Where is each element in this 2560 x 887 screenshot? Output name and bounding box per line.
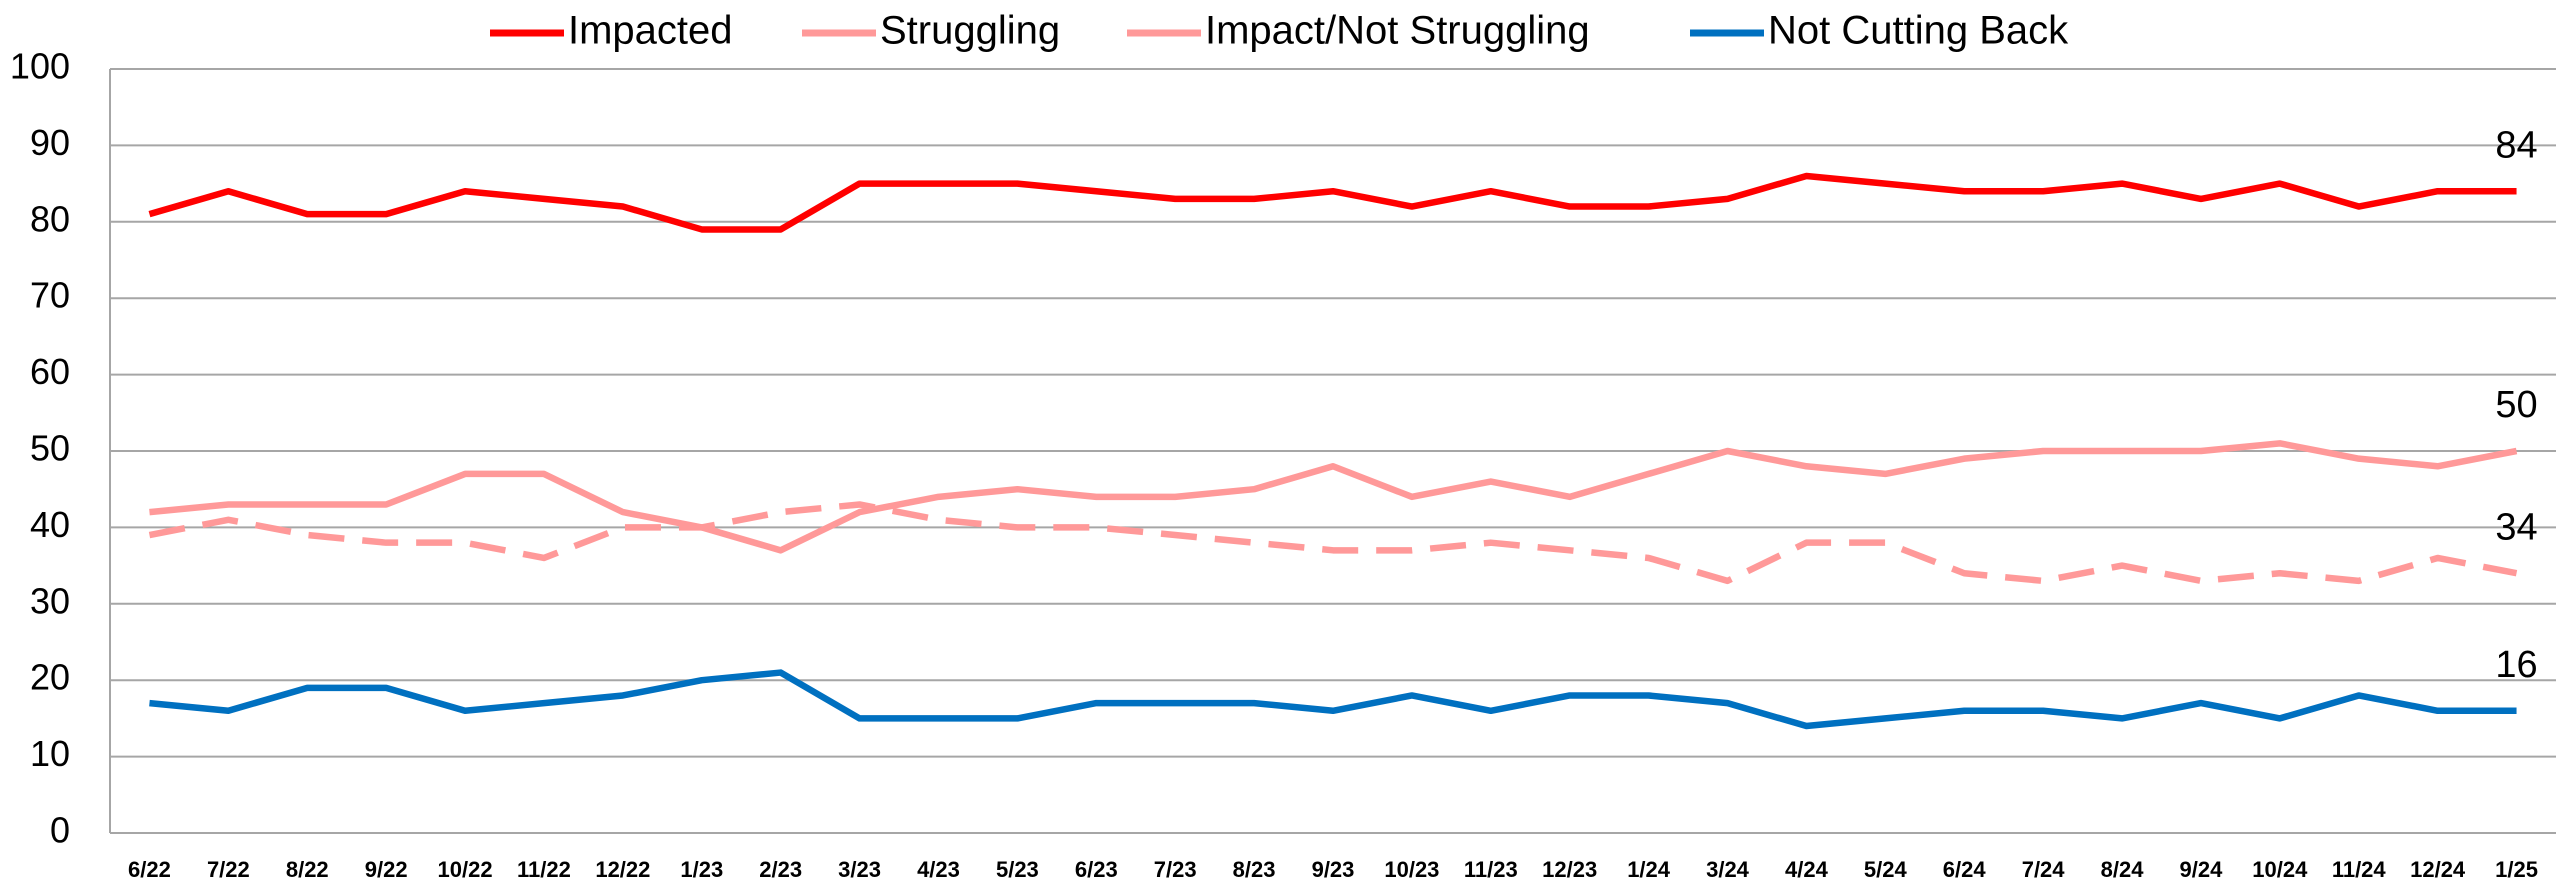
y-tick-label: 90 — [30, 122, 70, 163]
data-label: 34 — [2495, 506, 2537, 548]
data-label: 84 — [2495, 124, 2537, 166]
x-tick-label: 6/23 — [1075, 857, 1118, 882]
x-tick-label: 11/24 — [2332, 857, 2387, 882]
y-tick-label: 10 — [30, 733, 70, 774]
x-tick-label: 9/23 — [1312, 857, 1355, 882]
legend-label: Not Cutting Back — [1768, 9, 2069, 53]
x-tick-label: 6/24 — [1943, 857, 1987, 882]
legend-label: Struggling — [880, 9, 1060, 53]
x-tick-label: 9/24 — [2180, 857, 2224, 882]
x-tick-label: 7/22 — [207, 857, 250, 882]
x-tick-label: 4/23 — [917, 857, 960, 882]
x-tick-label: 1/24 — [1627, 857, 1671, 882]
x-tick-label: 4/24 — [1785, 857, 1829, 882]
x-tick-label: 12/24 — [2410, 857, 2466, 882]
x-tick-label: 7/23 — [1154, 857, 1197, 882]
series-line — [149, 669, 2517, 730]
x-tick-label: 5/24 — [1864, 857, 1908, 882]
series-line — [149, 440, 2518, 554]
y-tick-label: 30 — [30, 580, 70, 621]
y-tick-label: 70 — [30, 275, 70, 316]
y-tick-label: 50 — [30, 428, 70, 469]
x-tick-label: 3/23 — [838, 857, 881, 882]
x-tick-label: 6/22 — [128, 857, 171, 882]
x-tick-label: 12/23 — [1542, 857, 1597, 882]
x-tick-label: 10/22 — [438, 857, 493, 882]
y-tick-label: 100 — [10, 46, 70, 87]
y-tick-label: 40 — [30, 504, 70, 545]
x-tick-label: 3/24 — [1706, 857, 1750, 882]
y-tick-label: 80 — [30, 198, 70, 239]
x-tick-label: 8/22 — [286, 857, 329, 882]
data-label: 50 — [2495, 384, 2537, 426]
data-label: 16 — [2495, 644, 2537, 686]
x-tick-label: 10/23 — [1384, 857, 1439, 882]
x-tick-label: 7/24 — [2022, 857, 2066, 882]
legend-label: Impact/Not Struggling — [1205, 9, 1590, 53]
series-line — [148, 501, 2518, 585]
x-tick-label: 9/22 — [365, 857, 408, 882]
y-tick-label: 0 — [50, 810, 70, 851]
x-tick-label: 1/25 — [2495, 857, 2538, 882]
y-tick-label: 60 — [30, 351, 70, 392]
x-tick-label: 11/22 — [517, 857, 571, 882]
x-tick-label: 8/24 — [2101, 857, 2145, 882]
series-line — [148, 172, 2517, 233]
x-tick-label: 1/23 — [680, 857, 723, 882]
x-tick-label: 8/23 — [1233, 857, 1276, 882]
x-tick-label: 11/23 — [1464, 857, 1518, 882]
x-tick-label: 12/22 — [595, 857, 650, 882]
x-tick-label: 10/24 — [2252, 857, 2308, 882]
x-tick-label: 5/23 — [996, 857, 1039, 882]
legend-label: Impacted — [568, 9, 733, 53]
x-tick-label: 2/23 — [759, 857, 802, 882]
y-tick-label: 20 — [30, 657, 70, 698]
